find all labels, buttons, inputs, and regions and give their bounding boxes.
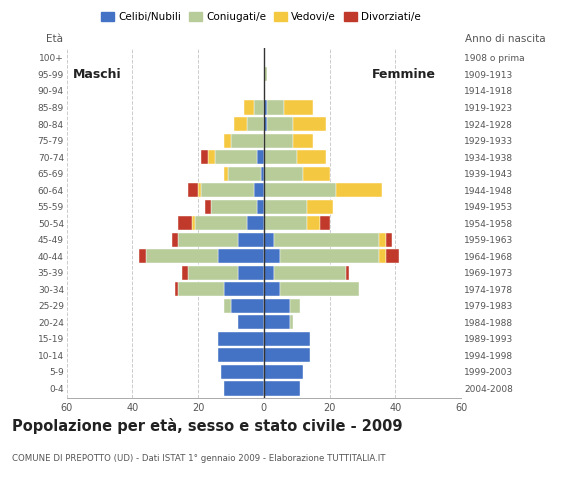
Bar <box>254 100 264 115</box>
Bar <box>386 249 398 264</box>
Bar <box>297 150 327 164</box>
Bar <box>264 299 290 313</box>
Bar <box>320 216 329 230</box>
Bar <box>218 348 264 362</box>
Bar <box>179 216 191 230</box>
Bar <box>264 150 297 164</box>
Bar <box>346 266 349 280</box>
Bar <box>303 167 329 180</box>
Bar <box>290 315 293 329</box>
Bar <box>379 249 386 264</box>
Bar <box>336 183 382 197</box>
Bar <box>280 249 379 264</box>
Text: Femmine: Femmine <box>372 68 436 81</box>
Bar <box>224 282 264 296</box>
Bar <box>218 332 264 346</box>
Bar <box>293 117 327 131</box>
Bar <box>290 299 300 313</box>
Bar <box>175 282 179 296</box>
Bar <box>182 266 188 280</box>
Bar <box>386 233 392 247</box>
Bar <box>293 133 313 147</box>
Bar <box>188 266 238 280</box>
Bar <box>139 249 146 264</box>
Bar <box>267 117 293 131</box>
Bar <box>179 233 238 247</box>
Bar <box>228 167 260 180</box>
Bar <box>264 332 310 346</box>
Bar <box>231 299 264 313</box>
Bar <box>201 150 208 164</box>
Bar <box>238 266 264 280</box>
Bar <box>224 382 264 396</box>
Bar <box>208 150 215 164</box>
Bar <box>264 233 274 247</box>
Bar <box>218 249 264 264</box>
Bar <box>224 299 231 313</box>
Bar <box>264 200 307 214</box>
Bar <box>264 365 303 379</box>
Bar <box>231 133 264 147</box>
Bar <box>179 282 224 296</box>
Bar <box>264 382 300 396</box>
Bar <box>234 117 248 131</box>
Bar <box>280 282 359 296</box>
Bar <box>221 365 264 379</box>
Bar <box>274 233 379 247</box>
Text: Maschi: Maschi <box>73 68 122 81</box>
Bar <box>284 100 313 115</box>
Bar <box>201 183 254 197</box>
Legend: Celibi/Nubili, Coniugati/e, Vedovi/e, Divorziati/e: Celibi/Nubili, Coniugati/e, Vedovi/e, Di… <box>97 8 425 26</box>
Bar <box>211 200 258 214</box>
Bar <box>238 233 264 247</box>
Bar <box>264 249 280 264</box>
Bar <box>198 183 201 197</box>
Bar <box>274 266 346 280</box>
Bar <box>260 167 264 180</box>
Bar <box>379 233 386 247</box>
Bar <box>258 200 264 214</box>
Bar <box>267 100 284 115</box>
Bar <box>205 200 211 214</box>
Text: Età: Età <box>46 35 63 45</box>
Bar <box>224 133 231 147</box>
Bar <box>191 216 195 230</box>
Text: Anno di nascita: Anno di nascita <box>465 35 546 45</box>
Bar <box>248 216 264 230</box>
Bar <box>188 183 198 197</box>
Bar <box>264 183 336 197</box>
Bar <box>264 282 280 296</box>
Bar <box>264 67 267 82</box>
Bar <box>264 133 293 147</box>
Bar <box>215 150 258 164</box>
Bar <box>307 200 333 214</box>
Bar <box>258 150 264 164</box>
Bar <box>146 249 218 264</box>
Bar <box>264 266 274 280</box>
Bar <box>238 315 264 329</box>
Bar <box>264 216 307 230</box>
Bar <box>307 216 320 230</box>
Bar <box>264 117 267 131</box>
Text: Popolazione per età, sesso e stato civile - 2009: Popolazione per età, sesso e stato civil… <box>12 418 402 433</box>
Bar <box>264 348 310 362</box>
Bar <box>264 167 303 180</box>
Text: COMUNE DI PREPOTTO (UD) - Dati ISTAT 1° gennaio 2009 - Elaborazione TUTTITALIA.I: COMUNE DI PREPOTTO (UD) - Dati ISTAT 1° … <box>12 454 385 463</box>
Bar <box>248 117 264 131</box>
Bar <box>195 216 248 230</box>
Bar <box>264 100 267 115</box>
Bar <box>264 315 290 329</box>
Bar <box>244 100 254 115</box>
Bar <box>172 233 179 247</box>
Bar <box>254 183 264 197</box>
Bar <box>224 167 228 180</box>
